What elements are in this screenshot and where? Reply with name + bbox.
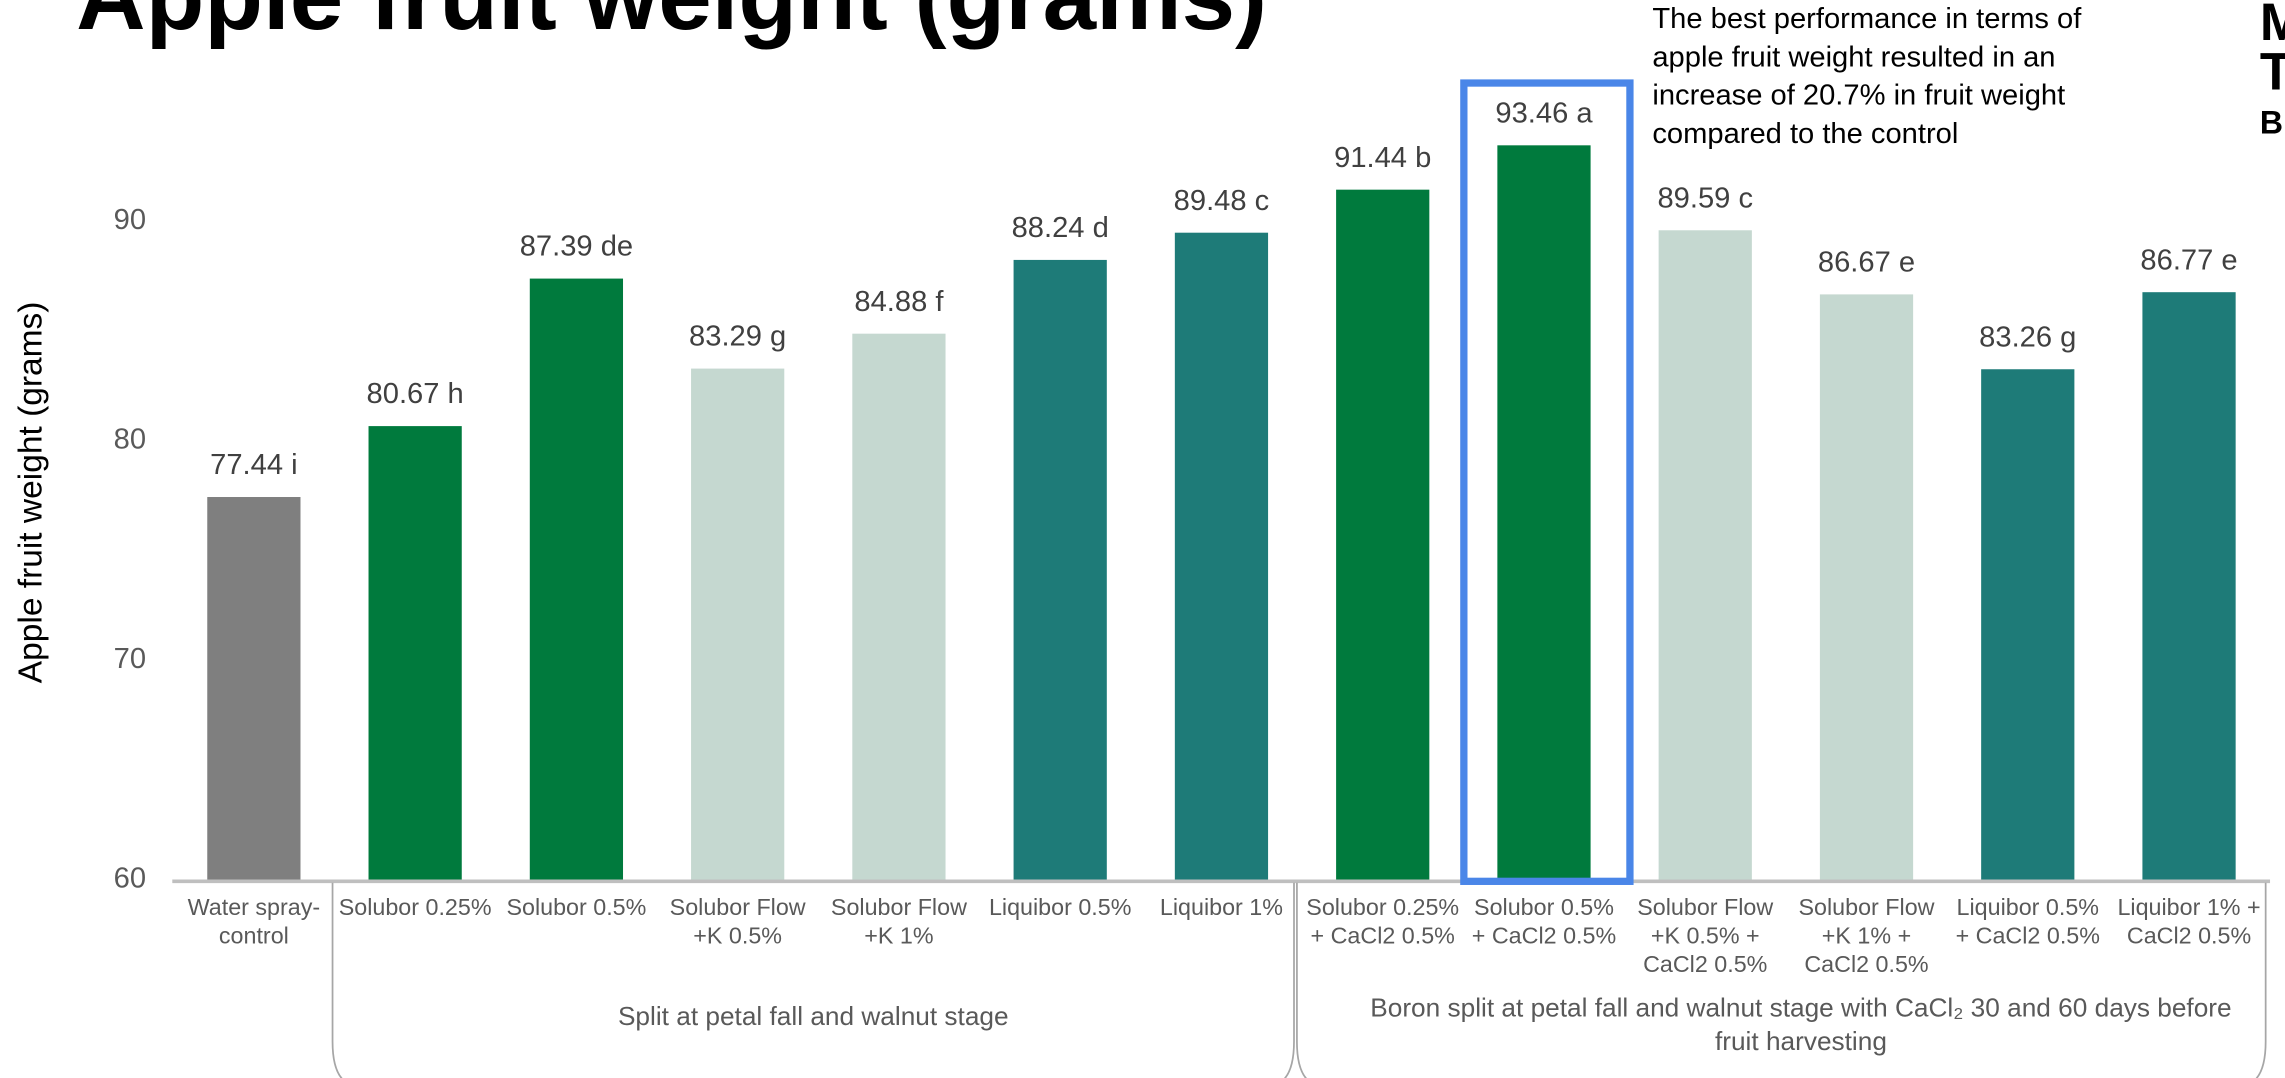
y-axis-label: Apple fruit weight (grams) <box>12 302 49 684</box>
y-tick-label: 60 <box>114 863 146 895</box>
annotation: The best performance in terms of <box>1652 3 2082 35</box>
bar <box>2142 292 2236 880</box>
highlight-box <box>1460 79 1634 885</box>
bar <box>852 333 946 880</box>
x-tick-label: control <box>219 923 289 949</box>
x-tick-label: +K 0.5% + <box>1651 923 1760 949</box>
x-tick-label: Solubor Flow <box>831 894 967 920</box>
x-tick-label: +K 0.5% <box>693 923 782 949</box>
value-label: 80.67 h <box>367 378 464 410</box>
x-tick-label: + CaCl2 0.5% <box>1472 923 1616 949</box>
x-tick-label: Solubor Flow <box>1799 894 1935 920</box>
logo-letter: M <box>2260 0 2285 52</box>
x-tick-label: +K 1% + <box>1822 923 1911 949</box>
x-tick-label: Solubor 0.25% <box>1306 894 1459 920</box>
group-label: Split at petal fall and walnut stage <box>618 1001 1009 1031</box>
x-tick-label: + CaCl2 0.5% <box>1956 923 2100 949</box>
y-tick-label: 80 <box>114 424 146 456</box>
bar <box>1981 369 2075 880</box>
value-label: 77.44 i <box>210 449 297 481</box>
value-label: 84.88 f <box>854 286 944 318</box>
annotation: increase of 20.7% in fruit weight <box>1652 80 2065 112</box>
bar <box>1013 259 1107 880</box>
x-tick-label: Water spray- <box>188 894 320 920</box>
x-tick-label: + CaCl2 0.5% <box>1311 923 1455 949</box>
value-label: 83.29 g <box>689 321 786 353</box>
bar <box>1497 145 1591 880</box>
logo-letter: T <box>2260 44 2285 102</box>
bar <box>529 278 624 880</box>
logo-letter: B <box>2260 105 2283 141</box>
group-label: Boron split at petal fall and walnut sta… <box>1370 992 2231 1022</box>
bar <box>691 368 785 880</box>
annotation: compared to the control <box>1652 118 1958 150</box>
x-tick-label: CaCl2 0.5% <box>1643 951 1767 977</box>
x-tick-label: CaCl2 0.5% <box>1804 951 1928 977</box>
value-label: 86.77 e <box>2140 244 2237 276</box>
x-tick-label: +K 1% <box>864 923 933 949</box>
group-bracket <box>1296 882 2267 1078</box>
x-tick-label: Solubor 0.5% <box>1474 894 1614 920</box>
x-tick-label: Solubor 0.25% <box>339 894 492 920</box>
x-tick-label: Solubor Flow <box>1637 894 1773 920</box>
group-bracket <box>331 882 1295 1078</box>
bar <box>1174 232 1269 880</box>
bar <box>1819 294 1914 880</box>
bar <box>1336 189 1430 880</box>
value-label: 89.48 c <box>1174 185 1270 217</box>
value-label: 88.24 d <box>1012 212 1109 244</box>
x-tick-label: Liquibor 0.5% <box>989 894 1131 920</box>
bar <box>368 426 462 880</box>
x-tick-label: Solubor 0.5% <box>506 894 646 920</box>
chart-title: Apple fruit weight (grams) <box>76 0 1267 50</box>
bar <box>207 497 301 880</box>
value-label: 87.39 de <box>520 231 633 263</box>
bar <box>1658 230 1752 880</box>
x-tick-label: Liquibor 0.5% <box>1957 894 2099 920</box>
y-tick-label: 90 <box>114 204 146 236</box>
value-label: 86.67 e <box>1818 246 1915 278</box>
x-tick-label: CaCl2 0.5% <box>2127 923 2251 949</box>
value-label: 83.26 g <box>1979 321 2076 353</box>
y-tick-label: 70 <box>114 643 146 675</box>
group-label: fruit harvesting <box>1715 1026 1887 1056</box>
value-label: 93.46 a <box>1495 97 1593 129</box>
annotation: apple fruit weight resulted in an <box>1652 41 2055 73</box>
value-label: 89.59 c <box>1657 182 1753 214</box>
value-label: 91.44 b <box>1334 142 1431 174</box>
x-tick-label: Solubor Flow <box>670 894 806 920</box>
x-tick-label: Liquibor 1% <box>1160 894 1283 920</box>
x-tick-label: Liquibor 1% + <box>2117 894 2260 920</box>
